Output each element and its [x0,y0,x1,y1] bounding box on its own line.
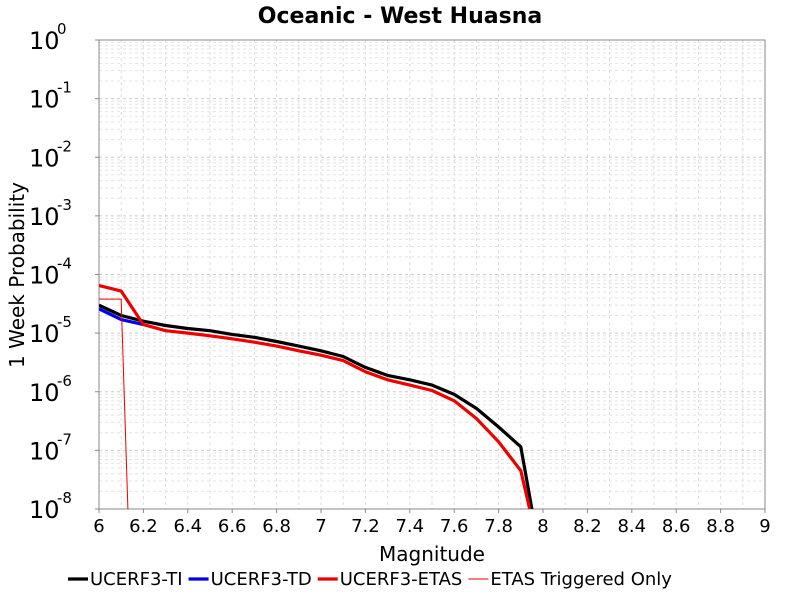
series-line-ucerf3-etas [99,283,532,509]
grid [98,40,766,510]
series [99,283,534,509]
y-tick-base: 10 [29,262,60,290]
legend-label: UCERF3-TI [90,569,183,590]
y-tick-exponent: -1 [57,79,72,97]
x-tick-label: 7.8 [484,516,513,537]
x-tick-label: 8.6 [662,516,691,537]
y-tick-label: 10-8 [29,489,72,524]
y-tick-exponent: -6 [57,372,72,390]
x-axis-ticks: 6 6.2 6.4 6.6 6.8 7 7.2 7.4 7.6 7.8 8 8.2 8.4 8.6 8.8 9 [93,509,771,537]
legend-label: ETAS Triggered Only [490,569,672,590]
x-tick-label: 6 [93,516,104,537]
y-tick-base: 10 [29,144,60,172]
y-tick-label: 10-1 [29,79,72,114]
y-tick-label: 10-3 [29,196,72,231]
y-tick-base: 10 [29,27,60,55]
x-tick-label: 7.6 [440,516,469,537]
x-tick-label: 6.6 [218,516,247,537]
series-line-ucerf3-ti [99,303,534,509]
y-tick-base: 10 [29,86,60,114]
x-tick-label: 8.8 [706,516,735,537]
x-tick-label: 6.4 [173,516,202,537]
x-axis-label: Magnitude [379,542,485,566]
y-tick-label: 10-2 [29,137,72,172]
series-line-ucerf3-td [99,307,144,327]
x-tick-label: 8 [537,516,548,537]
y-tick-exponent: -2 [57,137,72,155]
x-tick-label: 6.2 [129,516,158,537]
y-tick-exponent: -4 [57,255,72,273]
y-axis-label: 1 Week Probability [5,182,29,368]
x-tick-label: 8.2 [573,516,602,537]
series-line-etas-triggered-only [99,298,129,509]
y-tick-exponent: 0 [57,20,67,38]
legend: UCERF3-TI UCERF3-TD UCERF3-ETAS ETAS Trigge… [68,569,672,590]
y-tick-exponent: -5 [57,313,72,331]
y-tick-label: 10-4 [29,255,72,290]
y-tick-label: 100 [29,20,67,55]
y-tick-exponent: -8 [57,489,72,507]
y-tick-base: 10 [29,379,60,407]
x-tick-label: 8.4 [617,516,646,537]
y-tick-label: 10-5 [29,313,72,348]
x-tick-label: 7.4 [395,516,424,537]
x-tick-label: 7.2 [351,516,380,537]
y-tick-base: 10 [29,437,60,465]
y-tick-label: 10-7 [29,430,72,465]
x-tick-label: 9 [759,516,770,537]
y-tick-exponent: -3 [57,196,72,214]
x-tick-label: 7 [315,516,326,537]
legend-label: UCERF3-TD [211,569,312,590]
chart-title: Oceanic - West Huasna [258,4,542,29]
y-tick-base: 10 [29,496,60,524]
y-tick-exponent: -7 [57,430,72,448]
legend-label: UCERF3-ETAS [340,569,463,590]
y-tick-base: 10 [29,320,60,348]
y-tick-base: 10 [29,203,60,231]
x-tick-label: 6.8 [262,516,291,537]
y-tick-label: 10-6 [29,372,72,407]
